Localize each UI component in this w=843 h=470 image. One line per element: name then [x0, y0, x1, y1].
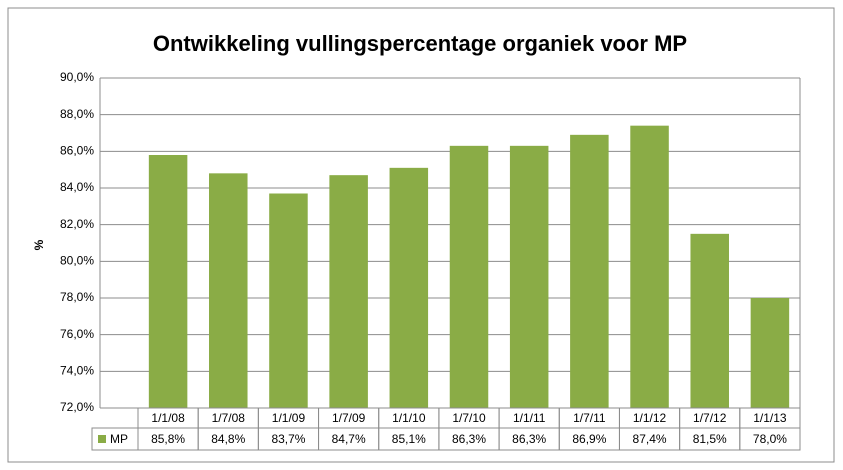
y-tick-label: 74,0% — [60, 364, 94, 378]
data-label: 83,7% — [271, 432, 305, 446]
y-tick-label: 86,0% — [60, 144, 94, 158]
legend-swatch — [98, 435, 106, 443]
bar — [690, 233, 729, 408]
x-tick-label: 1/7/12 — [693, 411, 727, 425]
y-tick-label: 72,0% — [60, 400, 94, 414]
y-axis-label: % — [32, 239, 46, 250]
data-label: 85,8% — [151, 432, 185, 446]
chart-title: Ontwikkeling vullingspercentage organiek… — [153, 31, 687, 56]
data-label: 84,8% — [211, 432, 245, 446]
bar — [630, 125, 669, 409]
y-tick-label: 84,0% — [60, 180, 94, 194]
x-tick-label: 1/1/10 — [392, 411, 426, 425]
x-tick-label: 1/1/11 — [513, 411, 546, 425]
x-tick-label: 1/1/13 — [753, 411, 787, 425]
data-label: 81,5% — [693, 432, 727, 446]
x-tick-label: 1/1/12 — [633, 411, 667, 425]
bar — [329, 175, 368, 408]
data-label: 84,7% — [332, 432, 366, 446]
x-tick-label: 1/7/08 — [212, 411, 246, 425]
x-tick-label: 1/7/11 — [573, 411, 606, 425]
bar — [148, 155, 188, 408]
y-tick-label: 82,0% — [60, 217, 94, 231]
bar — [750, 298, 790, 408]
data-label: 86,3% — [512, 432, 546, 446]
bar — [209, 173, 248, 408]
table-cell — [739, 427, 801, 451]
y-tick-label: 76,0% — [60, 327, 94, 341]
legend-label: MP — [110, 432, 128, 446]
x-tick-label: 1/7/10 — [452, 411, 486, 425]
bar — [389, 167, 429, 408]
data-label: 87,4% — [633, 432, 667, 446]
bar — [449, 145, 489, 409]
y-tick-label: 78,0% — [60, 290, 94, 304]
data-label: 86,3% — [452, 432, 486, 446]
data-label: 85,1% — [392, 432, 426, 446]
y-tick-label: 90,0% — [60, 70, 94, 84]
bar — [269, 193, 308, 408]
x-tick-label: 1/1/09 — [272, 411, 306, 425]
y-tick-label: 80,0% — [60, 254, 94, 268]
data-label: 86,9% — [572, 432, 606, 446]
data-label: 78,0% — [753, 432, 787, 446]
y-tick-label: 88,0% — [60, 107, 94, 121]
x-tick-label: 1/1/08 — [151, 411, 185, 425]
bar — [509, 145, 549, 409]
x-tick-label: 1/7/09 — [332, 411, 366, 425]
bar — [570, 134, 609, 409]
